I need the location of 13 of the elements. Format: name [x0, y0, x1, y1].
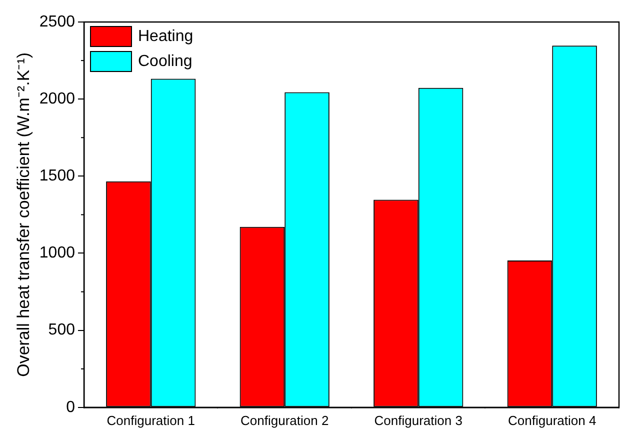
legend-label: Heating: [138, 28, 194, 46]
x-tick-label: Configuration 1: [106, 412, 195, 428]
x-tick-label: Configuration 2: [240, 412, 329, 428]
y-tick-label: 0: [66, 398, 76, 416]
y-tick-label: 2000: [39, 90, 76, 108]
y-tick-label: 1000: [39, 244, 76, 262]
x-tick-label: Configuration 4: [508, 412, 596, 428]
legend-label: Cooling: [138, 52, 192, 70]
x-tick-label: Configuration 3: [374, 412, 462, 428]
y-tick-label: 2500: [39, 13, 76, 30]
y-axis-title: Overall heat transfer coefficient (W.m⁻².K⁻¹): [14, 52, 33, 377]
y-tick-label: 1500: [39, 168, 76, 185]
y-tick-label: 500: [48, 322, 76, 339]
